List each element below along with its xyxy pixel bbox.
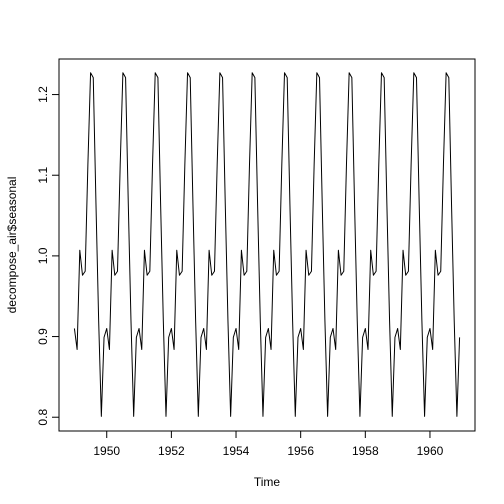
y-tick-label: 0.9	[36, 328, 50, 345]
series-line-seasonal	[73, 72, 461, 417]
series-layer	[73, 72, 461, 417]
y-tick-label: 0.8	[36, 409, 50, 426]
x-tick-label: 1950	[93, 444, 120, 458]
x-tick-label: 1952	[158, 444, 185, 458]
plot-frame	[58, 58, 476, 432]
y-tick-label: 1.2	[36, 86, 50, 103]
y-tick-label: 1.1	[36, 167, 50, 184]
y-tick-label: 1.0	[36, 247, 50, 264]
x-tick-label: 1960	[417, 444, 444, 458]
x-tick-label: 1956	[287, 444, 314, 458]
x-tick-label: 1954	[223, 444, 250, 458]
x-axis-title: Time	[254, 475, 281, 489]
x-tick-label: 1958	[352, 444, 379, 458]
y-axis-title: decompose_air$seasonal	[5, 177, 19, 314]
